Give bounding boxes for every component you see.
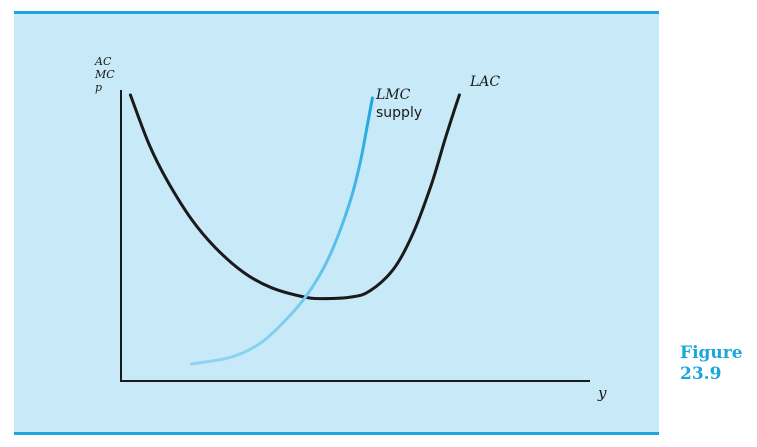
lmc-curve	[190, 96, 374, 366]
lac-curve	[128, 93, 461, 301]
y-axis-label-mc: MC	[94, 68, 115, 81]
figure-caption-number: 23.9	[680, 364, 722, 384]
y-axis-label-ac: AC	[94, 55, 112, 68]
lmc-curve-label: LMC	[375, 87, 411, 103]
figure-caption-word: Figure	[680, 343, 743, 363]
y-axis-label-p: p	[95, 81, 102, 94]
curves	[128, 93, 461, 366]
lac-curve-label: LAC	[469, 74, 500, 90]
figure-caption: Figure 23.9	[680, 343, 743, 385]
x-axis-label: y	[597, 384, 607, 402]
supply-curve-label: supply	[376, 105, 422, 121]
